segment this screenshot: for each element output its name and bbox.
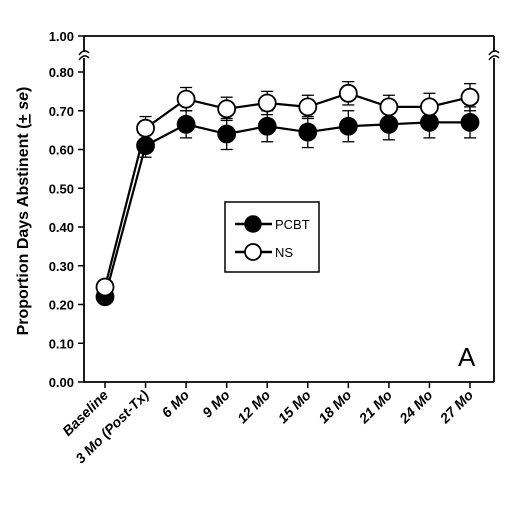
data-point-pcbt [298,122,318,142]
y-tick-label: 0.00 [49,375,74,390]
x-tick-label: 3 Mo (Post-Tx) [72,387,152,467]
data-point-pcbt [338,116,358,136]
series-line-pcbt [103,121,470,298]
series-ns [95,81,480,297]
axis-break-right [488,50,500,56]
y-tick-label: 1.00 [49,29,74,44]
y-axis-title-close: ) [15,87,32,92]
y-tick-label: 0.20 [49,298,74,313]
panel-label: A [458,342,476,372]
data-point-pcbt [217,124,237,144]
y-axis: 0.00 0.10 0.20 0.30 0.40 0.50 0.60 0.70 0.80 1.00 [49,29,84,390]
y-tick-label: 0.60 [49,143,74,158]
x-tick-label: 21 Mo [355,386,395,426]
legend-label-ns: NS [275,245,293,260]
axis-break-left [78,50,90,56]
data-point-ns [217,99,237,119]
legend-label-pcbt: PCBT [275,217,310,232]
data-point-ns [176,89,196,109]
axis-break-right-2 [488,55,500,61]
legend-box [224,201,320,273]
series-line-ns [103,92,471,288]
legend-marker-ns [244,243,262,261]
data-point-ns [298,97,318,117]
data-point-ns [257,93,277,113]
x-tick-label: 6 Mo [158,386,192,420]
data-point-ns [136,118,155,138]
legend: PCBT NS [224,201,320,273]
y-axis-title-main: Proportion Days Abstinent ( [15,123,32,336]
x-tick-label: 24 Mo [395,386,435,426]
y-tick-label: 0.30 [49,259,74,274]
plot-frame [78,35,500,383]
y-tick-label: 0.40 [49,220,74,235]
y-axis-title-se: se [15,92,32,114]
data-point-ns [420,97,439,117]
y-axis-title-pm: + [15,114,32,123]
series-layer [95,81,480,307]
data-point-pcbt [460,112,480,132]
data-point-pcbt [257,116,277,136]
x-tick-label: 12 Mo [234,386,274,426]
data-point-ns [95,277,115,297]
legend-marker-pcbt [244,215,262,233]
data-point-ns [338,83,358,103]
x-tick-label: 27 Mo [436,386,476,426]
x-tick-label: 15 Mo [275,386,315,426]
y-axis-title: Proportion Days Abstinent (+ se) [15,87,32,336]
data-point-ns [379,97,399,117]
y-tick-label: 0.70 [49,104,74,119]
data-point-pcbt [176,114,196,134]
y-tick-label: 0.50 [49,181,74,196]
x-tick-label: 18 Mo [315,386,355,426]
data-point-ns [460,87,480,107]
y-tick-label: 0.80 [49,65,74,80]
y-tick-label: 0.10 [49,336,74,351]
x-tick-label: 9 Mo [199,386,233,420]
axis-break-left-2 [78,55,90,61]
